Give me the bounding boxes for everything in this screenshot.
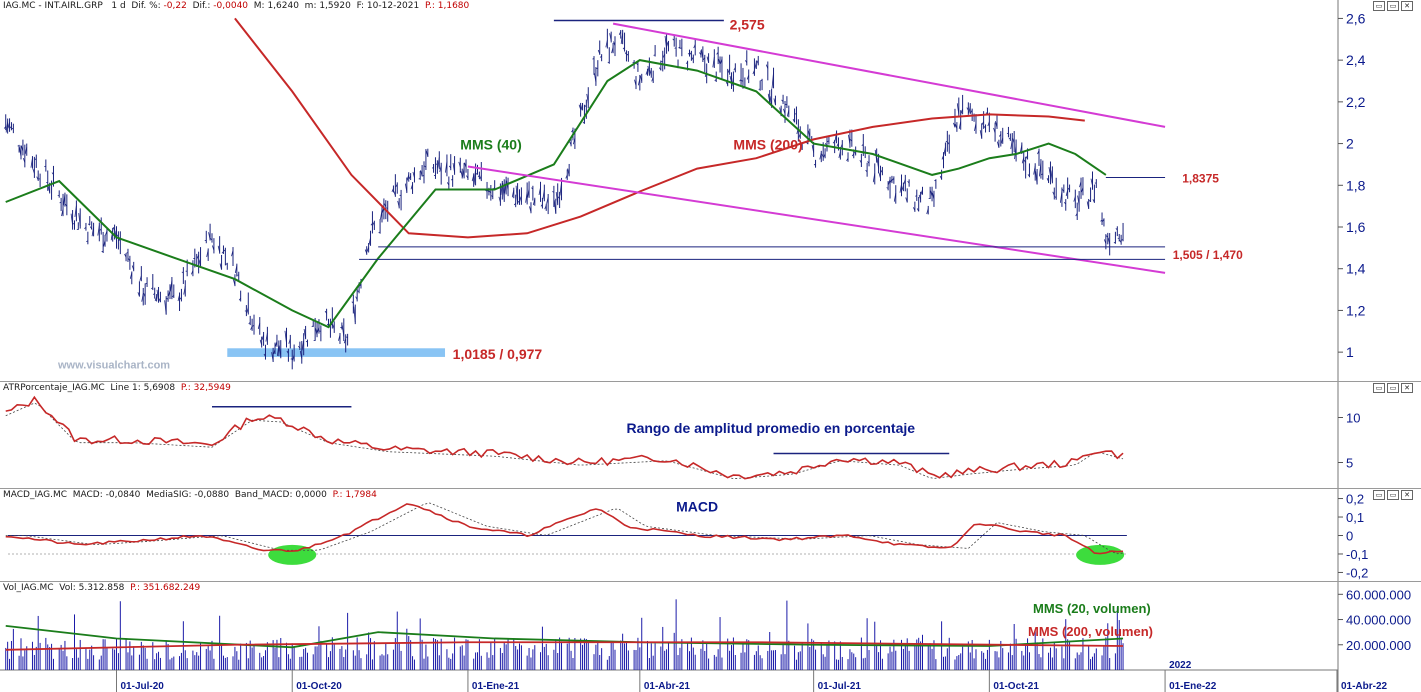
high-annotation: 2,575 [730, 17, 765, 33]
macd-signal-line [6, 503, 1123, 554]
mms40-annotation: MMS (40) [460, 137, 521, 153]
price-bar-open [60, 202, 62, 203]
resistance-annotation: 1,8375 [1182, 171, 1219, 185]
atr-title: Rango de amplitud promedio en porcentaje [626, 420, 915, 436]
x-tick-label: 01-Jul-21 [818, 681, 862, 692]
low-zone-highlight [227, 348, 445, 357]
y-tick-label: 20.000.000 [1346, 638, 1411, 653]
price-bar-open [946, 141, 948, 142]
price-bar-open [654, 55, 656, 56]
watermark: www.visualchart.com [57, 360, 170, 372]
macd-pane[interactable]: MACD_IAG.MC MACD: -0,0840 MediaSIG: -0,0… [0, 488, 1421, 581]
price-chart[interactable]: 2,6 2,4 2,2 2 1,8 1,6 1,4 1,2 1 2,575 MMS (40) MMS … [0, 0, 1421, 381]
price-pane[interactable]: IAG.MC - INT.AIRL.GRP 1 d Dif. %: -0,22 … [0, 0, 1421, 381]
y-tick-label: 2,6 [1346, 10, 1366, 26]
y-tick-label: 1,6 [1346, 219, 1366, 235]
atr-pane[interactable]: ATRPorcentaje_IAG.MC Line 1: 5,6908 P.: … [0, 381, 1421, 488]
y-tick-label: -0,2 [1346, 565, 1368, 580]
low-annotation: 1,0185 / 0,977 [453, 346, 543, 362]
x-tick-label: 01-Jul-20 [121, 681, 165, 692]
atr-chart[interactable]: 10 5 Rango de amplitud promedio en porcent… [0, 382, 1421, 489]
channel-upper [613, 24, 1165, 127]
atr-line [6, 397, 1123, 478]
price-bar-open [915, 196, 917, 197]
support-annotation: 1,505 / 1,470 [1173, 248, 1243, 262]
x-tick-label: 01-Ene-22 [1169, 681, 1217, 692]
macd-title: MACD [676, 498, 718, 514]
x-tick-label: 01-Oct-20 [296, 681, 342, 692]
y-tick-label: 5 [1346, 456, 1353, 471]
y-tick-label: 2,2 [1346, 94, 1366, 110]
y-tick-label: -0,1 [1346, 547, 1368, 562]
y-tick-label: 1,4 [1346, 261, 1366, 277]
vol-ma20-legend: MMS (20, volumen) [1033, 601, 1151, 616]
y-tick-label: 0 [1346, 529, 1353, 544]
x-tick-label: 01-Oct-21 [993, 681, 1039, 692]
y-tick-label: 2,4 [1346, 52, 1366, 68]
volume-pane[interactable]: Vol_IAG.MC Vol: 5.312.858 P.: 351.682.24… [0, 581, 1421, 691]
macd-chart[interactable]: 0,2 0,1 0 -0,1 -0,2 MACD [0, 489, 1421, 582]
volume-chart[interactable]: 60.000.000 40.000.000 20.000.000 MMS (20, v… [0, 582, 1421, 692]
y-tick-label: 60.000.000 [1346, 587, 1411, 602]
x-tick-label: 01-Abr-21 [644, 681, 691, 692]
year-label: 2022 [1169, 660, 1192, 671]
mms200-annotation: MMS (200) [733, 137, 802, 153]
vol-ma200-legend: MMS (200, volumen) [1028, 624, 1153, 639]
x-tick-label: 01-Abr-22 [1341, 681, 1388, 692]
y-tick-label: 1,8 [1346, 177, 1366, 193]
y-tick-label: 0,1 [1346, 510, 1364, 525]
y-tick-label: 0,2 [1346, 492, 1364, 507]
y-tick-label: 2 [1346, 136, 1354, 152]
y-tick-label: 40.000.000 [1346, 613, 1411, 628]
atr-average-line [6, 403, 1123, 479]
y-tick-label: 10 [1346, 411, 1360, 426]
y-tick-label: 1 [1346, 344, 1354, 360]
oversold-oval-2 [1076, 545, 1124, 565]
y-tick-label: 1,2 [1346, 302, 1366, 318]
x-tick-label: 01-Ene-21 [472, 681, 520, 692]
